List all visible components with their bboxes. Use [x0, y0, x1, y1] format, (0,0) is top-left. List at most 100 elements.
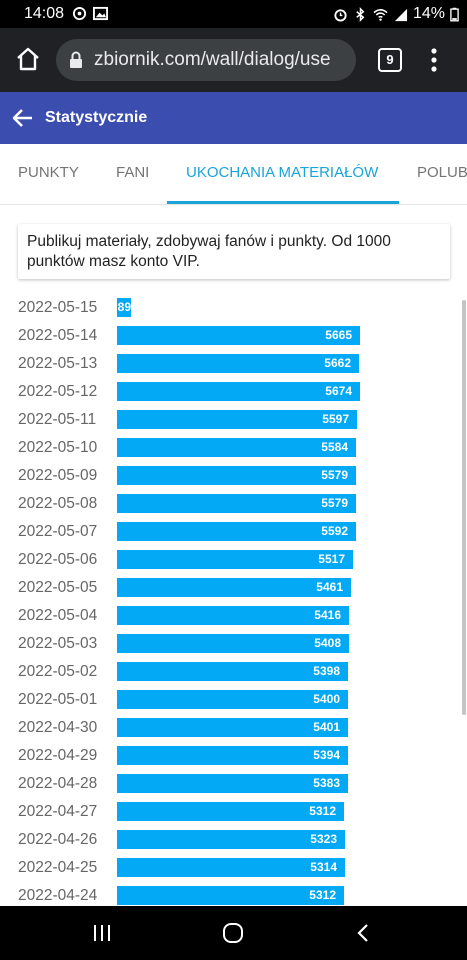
- gallery-icon: [93, 6, 108, 21]
- stat-row: 2022-05-14 5665: [0, 322, 460, 350]
- stat-row: 2022-05-08 5579: [0, 490, 460, 518]
- lock-icon: [70, 51, 82, 68]
- page-title: Statystycznie: [45, 109, 148, 126]
- alarm-icon: [334, 8, 347, 22]
- more-menu-icon[interactable]: [426, 46, 442, 74]
- stat-row: 2022-05-10 5584: [0, 434, 460, 462]
- battery-level: 14%: [412, 5, 445, 22]
- stat-bar: 5665: [117, 326, 360, 345]
- stat-row: 2022-04-26 5323: [0, 826, 460, 854]
- stat-row: 2022-05-02 5398: [0, 658, 460, 686]
- recent-apps-icon[interactable]: [90, 922, 114, 944]
- info-text: Publikuj materiały, zdobywaj fanów i pun…: [27, 233, 391, 270]
- info-card: Publikuj materiały, zdobywaj fanów i pun…: [18, 224, 450, 279]
- tab-punkty[interactable]: PUNKTY: [18, 164, 79, 181]
- stat-date: 2022-05-06: [18, 551, 98, 568]
- app-header: Statystycznie: [0, 92, 467, 144]
- bluetooth-icon: [356, 6, 365, 22]
- stat-bar: 5398: [117, 662, 348, 681]
- stat-row: 2022-05-05 5461: [0, 574, 460, 602]
- stat-bar: 5674: [117, 382, 360, 401]
- stat-bar: 5517: [117, 550, 353, 569]
- stat-bar: 5584: [117, 438, 356, 457]
- stat-date: 2022-05-11: [18, 411, 97, 428]
- url-text: zbiornik.com/wall/dialog/use: [94, 49, 331, 70]
- stat-row: 2022-05-09 5579: [0, 462, 460, 490]
- tab-switcher-button[interactable]: 9: [378, 48, 402, 72]
- stat-date: 2022-05-13: [18, 355, 98, 372]
- stat-date: 2022-05-12: [18, 383, 98, 400]
- stat-bar: 5314: [117, 858, 345, 877]
- scrollbar[interactable]: [462, 300, 466, 715]
- stat-bar: 5401: [117, 718, 348, 737]
- stat-row: 2022-04-29 5394: [0, 742, 460, 770]
- stat-date: 2022-05-10: [18, 439, 98, 456]
- home-icon[interactable]: [14, 45, 42, 73]
- stat-date: 2022-04-29: [18, 747, 98, 764]
- browser-toolbar: zbiornik.com/wall/dialog/use 9: [0, 28, 467, 92]
- stat-date: 2022-04-24: [18, 887, 98, 904]
- stat-row: 2022-04-28 5383: [0, 770, 460, 798]
- stat-date: 2022-04-25: [18, 859, 98, 876]
- stats-list: 2022-05-15 89 2022-05-14 5665 2022-05-13 5662…: [0, 294, 460, 906]
- stat-bar: 5662: [117, 354, 359, 373]
- stat-date: 2022-05-14: [18, 327, 98, 344]
- stat-bar: 5461: [117, 578, 351, 597]
- stat-date: 2022-04-27: [18, 803, 98, 820]
- stat-date: 2022-04-26: [18, 831, 98, 848]
- stat-date: 2022-04-28: [18, 775, 98, 792]
- stat-row: 2022-04-24 5312: [0, 882, 460, 906]
- stat-row: 2022-05-07 5592: [0, 518, 460, 546]
- stat-row: 2022-05-01 5400: [0, 686, 460, 714]
- active-tab-indicator: [167, 201, 399, 204]
- stat-date: 2022-05-09: [18, 467, 98, 484]
- tab-fani[interactable]: FANI: [116, 164, 150, 181]
- signal-icon: [394, 8, 408, 21]
- stat-bar: 5579: [117, 466, 356, 485]
- stat-date: 2022-04-30: [18, 719, 98, 736]
- tab-bar: PUNKTY FANI UKOCHANIA MATERIAŁÓW POLUB: [0, 144, 467, 205]
- stat-date: 2022-05-05: [18, 579, 98, 596]
- stat-row: 2022-05-13 5662: [0, 350, 460, 378]
- stat-date: 2022-05-15: [18, 299, 98, 316]
- stat-bar: 5383: [117, 774, 348, 793]
- stat-bar: 5323: [117, 830, 345, 849]
- stat-bar: 5592: [117, 522, 356, 541]
- stat-bar: 5400: [117, 690, 348, 709]
- stat-bar: 5416: [117, 606, 349, 625]
- stat-date: 2022-05-01: [18, 691, 98, 708]
- stat-date: 2022-05-07: [18, 523, 98, 540]
- stat-row: 2022-05-03 5408: [0, 630, 460, 658]
- navigation-bar: [0, 906, 467, 960]
- stat-bar: 5597: [117, 410, 357, 429]
- stat-row: 2022-04-27 5312: [0, 798, 460, 826]
- stat-row: 2022-05-06 5517: [0, 546, 460, 574]
- stat-bar: 5312: [117, 886, 344, 905]
- stat-bar: 5312: [117, 802, 344, 821]
- stat-row: 2022-05-15 89: [0, 294, 460, 322]
- stat-date: 2022-05-02: [18, 663, 98, 680]
- stat-bar: 89: [117, 298, 131, 317]
- stat-bar: 5408: [117, 634, 349, 653]
- back-arrow-icon[interactable]: [12, 107, 34, 129]
- home-circle-icon[interactable]: [221, 922, 245, 944]
- stat-bar: 5394: [117, 746, 348, 765]
- tab-ukochania-materialow[interactable]: UKOCHANIA MATERIAŁÓW: [186, 164, 379, 181]
- status-time: 14:08: [24, 5, 65, 22]
- stat-bar: 5579: [117, 494, 356, 513]
- nav-back-icon[interactable]: [352, 922, 376, 944]
- address-bar[interactable]: zbiornik.com/wall/dialog/use: [56, 39, 356, 81]
- sync-icon: [72, 6, 87, 21]
- stat-date: 2022-05-03: [18, 635, 98, 652]
- stat-row: 2022-04-30 5401: [0, 714, 460, 742]
- battery-icon: [450, 7, 459, 21]
- tab-polubienia[interactable]: POLUB: [417, 164, 467, 181]
- wifi-icon: [373, 8, 388, 21]
- stat-date: 2022-05-04: [18, 607, 98, 624]
- stat-row: 2022-05-12 5674: [0, 378, 460, 406]
- stat-date: 2022-05-08: [18, 495, 98, 512]
- stat-row: 2022-04-25 5314: [0, 854, 460, 882]
- status-bar: 14:08 14%: [0, 0, 467, 28]
- stat-row: 2022-05-11 5597: [0, 406, 460, 434]
- stat-row: 2022-05-04 5416: [0, 602, 460, 630]
